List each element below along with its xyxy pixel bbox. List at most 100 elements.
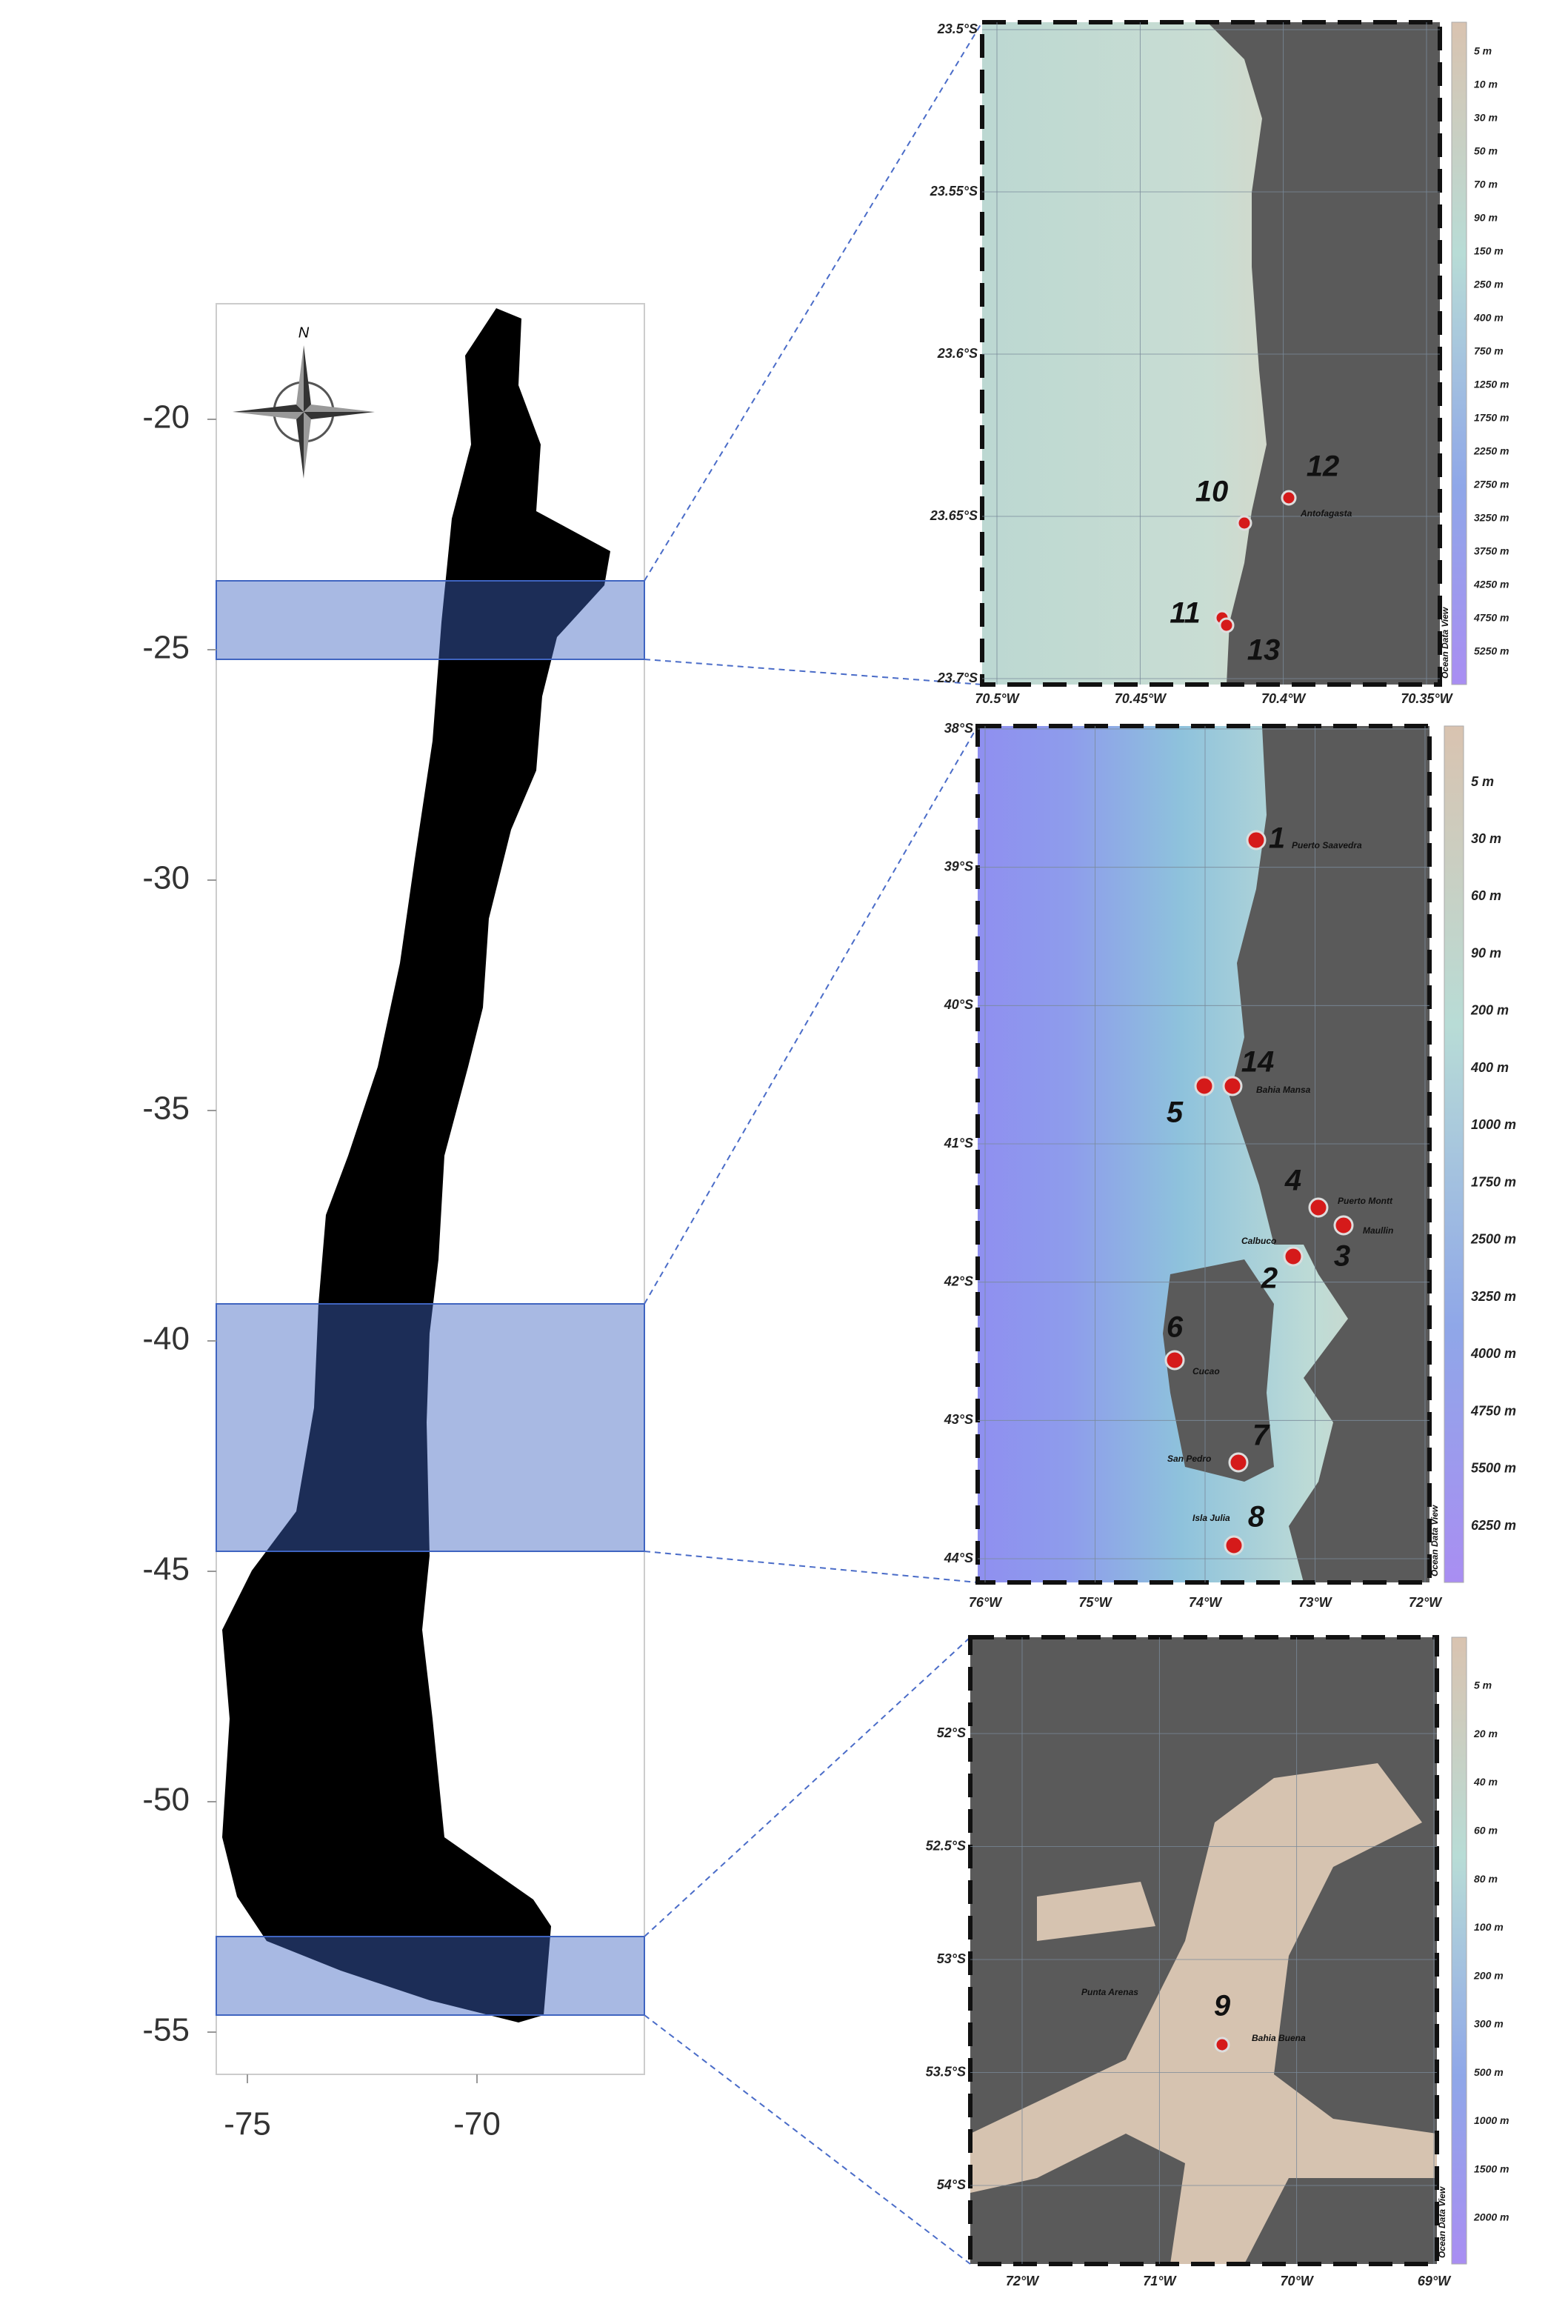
site-marker	[1283, 1246, 1304, 1267]
depth-label: 40 m	[1473, 1776, 1498, 1788]
zoom-lines	[644, 21, 983, 2265]
lon-label: 70°W	[1281, 2274, 1315, 2288]
depth-label: 3250 m	[1471, 1289, 1516, 1304]
depth-label: 1750 m	[1471, 1174, 1516, 1189]
site-number: 3	[1334, 1240, 1350, 1273]
place-name: Puerto Montt	[1338, 1196, 1393, 1206]
site-number: 14	[1241, 1046, 1275, 1079]
lat-label: 44°S	[944, 1551, 973, 1565]
inset-map: 38°S 39°S 40°S 41°S 42°S 43°S 44°S 76°W 75°W 74°W…	[944, 721, 1516, 1610]
lon-label: 76°W	[969, 1595, 1003, 1610]
site-number: 4	[1284, 1165, 1301, 1197]
place-name: Puerto Saavedra	[1292, 840, 1362, 850]
depth-label: 4000 m	[1470, 1346, 1516, 1361]
depth-label: 60 m	[1471, 888, 1501, 903]
depth-label: 150 m	[1474, 245, 1504, 257]
lon-label: 72°W	[1409, 1595, 1443, 1610]
depth-label: 1000 m	[1471, 1117, 1516, 1132]
lat-label: 39°S	[944, 859, 973, 873]
lon-label: 72°W	[1006, 2274, 1040, 2288]
lat-label: 23.7°S	[937, 670, 978, 685]
lon-label: 71°W	[1143, 2274, 1177, 2288]
place-name: Punta Arenas	[1081, 1987, 1138, 1997]
site-marker	[1224, 1535, 1244, 1556]
depth-label: 1000 m	[1474, 2114, 1509, 2126]
depth-label: 1500 m	[1474, 2162, 1509, 2174]
depth-label: 90 m	[1471, 945, 1501, 960]
place-name: San Pedro	[1167, 1454, 1211, 1464]
depth-label: 750 m	[1474, 345, 1504, 357]
lat-label: 53.5°S	[926, 2064, 966, 2079]
y-tick-label: -40	[142, 1321, 190, 1357]
lat-label: 23.6°S	[937, 346, 978, 361]
colorbars	[1444, 21, 1467, 2265]
site-number: 9	[1214, 1990, 1231, 2022]
inset-map: 23.5°S 23.55°S 23.6°S 23.65°S 23.7°S 70.5°W 70…	[930, 21, 1509, 706]
site-marker	[1222, 1076, 1243, 1096]
lat-label: 40°S	[944, 997, 973, 1012]
depth-label: 4750 m	[1470, 1403, 1516, 1418]
depth-label: 3750 m	[1474, 545, 1509, 557]
credit: Ocean Data View	[1437, 2186, 1447, 2258]
place-name: Cucao	[1192, 1366, 1220, 1376]
depth-label: 80 m	[1474, 1873, 1498, 1885]
depth-label: 50 m	[1474, 145, 1498, 157]
depth-label: 5 m	[1471, 774, 1494, 789]
chile-land	[222, 308, 610, 2022]
depth-label: 60 m	[1474, 1825, 1498, 1837]
site-number: 7	[1252, 1419, 1270, 1452]
highlight-band	[216, 1303, 645, 1552]
highlight-band	[216, 1936, 645, 2016]
x-tick-label: -70	[453, 2106, 501, 2142]
depth-label: 2500 m	[1470, 1232, 1516, 1247]
lon-label: 70.35°W	[1401, 691, 1453, 706]
depth-label: 4750 m	[1473, 612, 1509, 624]
depth-label: 2250 m	[1473, 445, 1509, 457]
depth-label: 5 m	[1474, 45, 1492, 57]
lat-label: 23.55°S	[930, 184, 978, 199]
depth-label: 30 m	[1471, 831, 1501, 846]
site-marker	[1218, 617, 1235, 633]
lon-label: 69°W	[1418, 2274, 1452, 2288]
credit: Ocean Data View	[1440, 607, 1450, 679]
depth-label: 90 m	[1474, 212, 1498, 224]
place-name: Bahia Buena	[1252, 2033, 1306, 2043]
site-marker	[1281, 490, 1297, 506]
compass-north: N	[298, 324, 310, 341]
lat-label: 38°S	[944, 721, 973, 736]
lat-label: 52°S	[937, 1725, 966, 1740]
depth-label: 6250 m	[1471, 1518, 1516, 1533]
site-number: 10	[1195, 476, 1229, 508]
inset-land	[970, 22, 1440, 2264]
place-name: Bahia Mansa	[1256, 1085, 1311, 1095]
depth-label: 1750 m	[1474, 412, 1509, 424]
lat-label: 54°S	[937, 2177, 966, 2192]
depth-label: 1250 m	[1474, 379, 1509, 390]
site-number: 2	[1261, 1262, 1278, 1295]
x-tick-label: -75	[224, 2106, 271, 2142]
depth-label: 5250 m	[1474, 645, 1509, 657]
site-number: 1	[1269, 822, 1285, 855]
depth-label: 5500 m	[1471, 1461, 1516, 1476]
site-marker	[1164, 1350, 1185, 1371]
site-marker	[1308, 1197, 1329, 1218]
y-tick-label: -45	[142, 1551, 190, 1588]
compass-rose: N	[233, 324, 375, 479]
highlight-band	[216, 580, 645, 660]
site-number: 6	[1167, 1311, 1184, 1344]
place-name: Maullin	[1363, 1225, 1393, 1236]
depth-label: 400 m	[1473, 312, 1504, 324]
depth-label: 10 m	[1474, 79, 1498, 90]
depth-label: 3250 m	[1474, 512, 1509, 524]
depth-label: 5 m	[1474, 1679, 1492, 1691]
depth-label: 4250 m	[1473, 579, 1509, 590]
y-tick-label: -55	[142, 2012, 190, 2048]
depth-label: 250 m	[1473, 279, 1504, 290]
lat-label: 41°S	[944, 1136, 973, 1151]
credit: Ocean Data View	[1429, 1505, 1440, 1576]
lon-label: 70.45°W	[1115, 691, 1167, 706]
depth-label: 400 m	[1470, 1060, 1509, 1075]
depth-label: 20 m	[1473, 1728, 1498, 1739]
site-marker	[1194, 1076, 1215, 1096]
